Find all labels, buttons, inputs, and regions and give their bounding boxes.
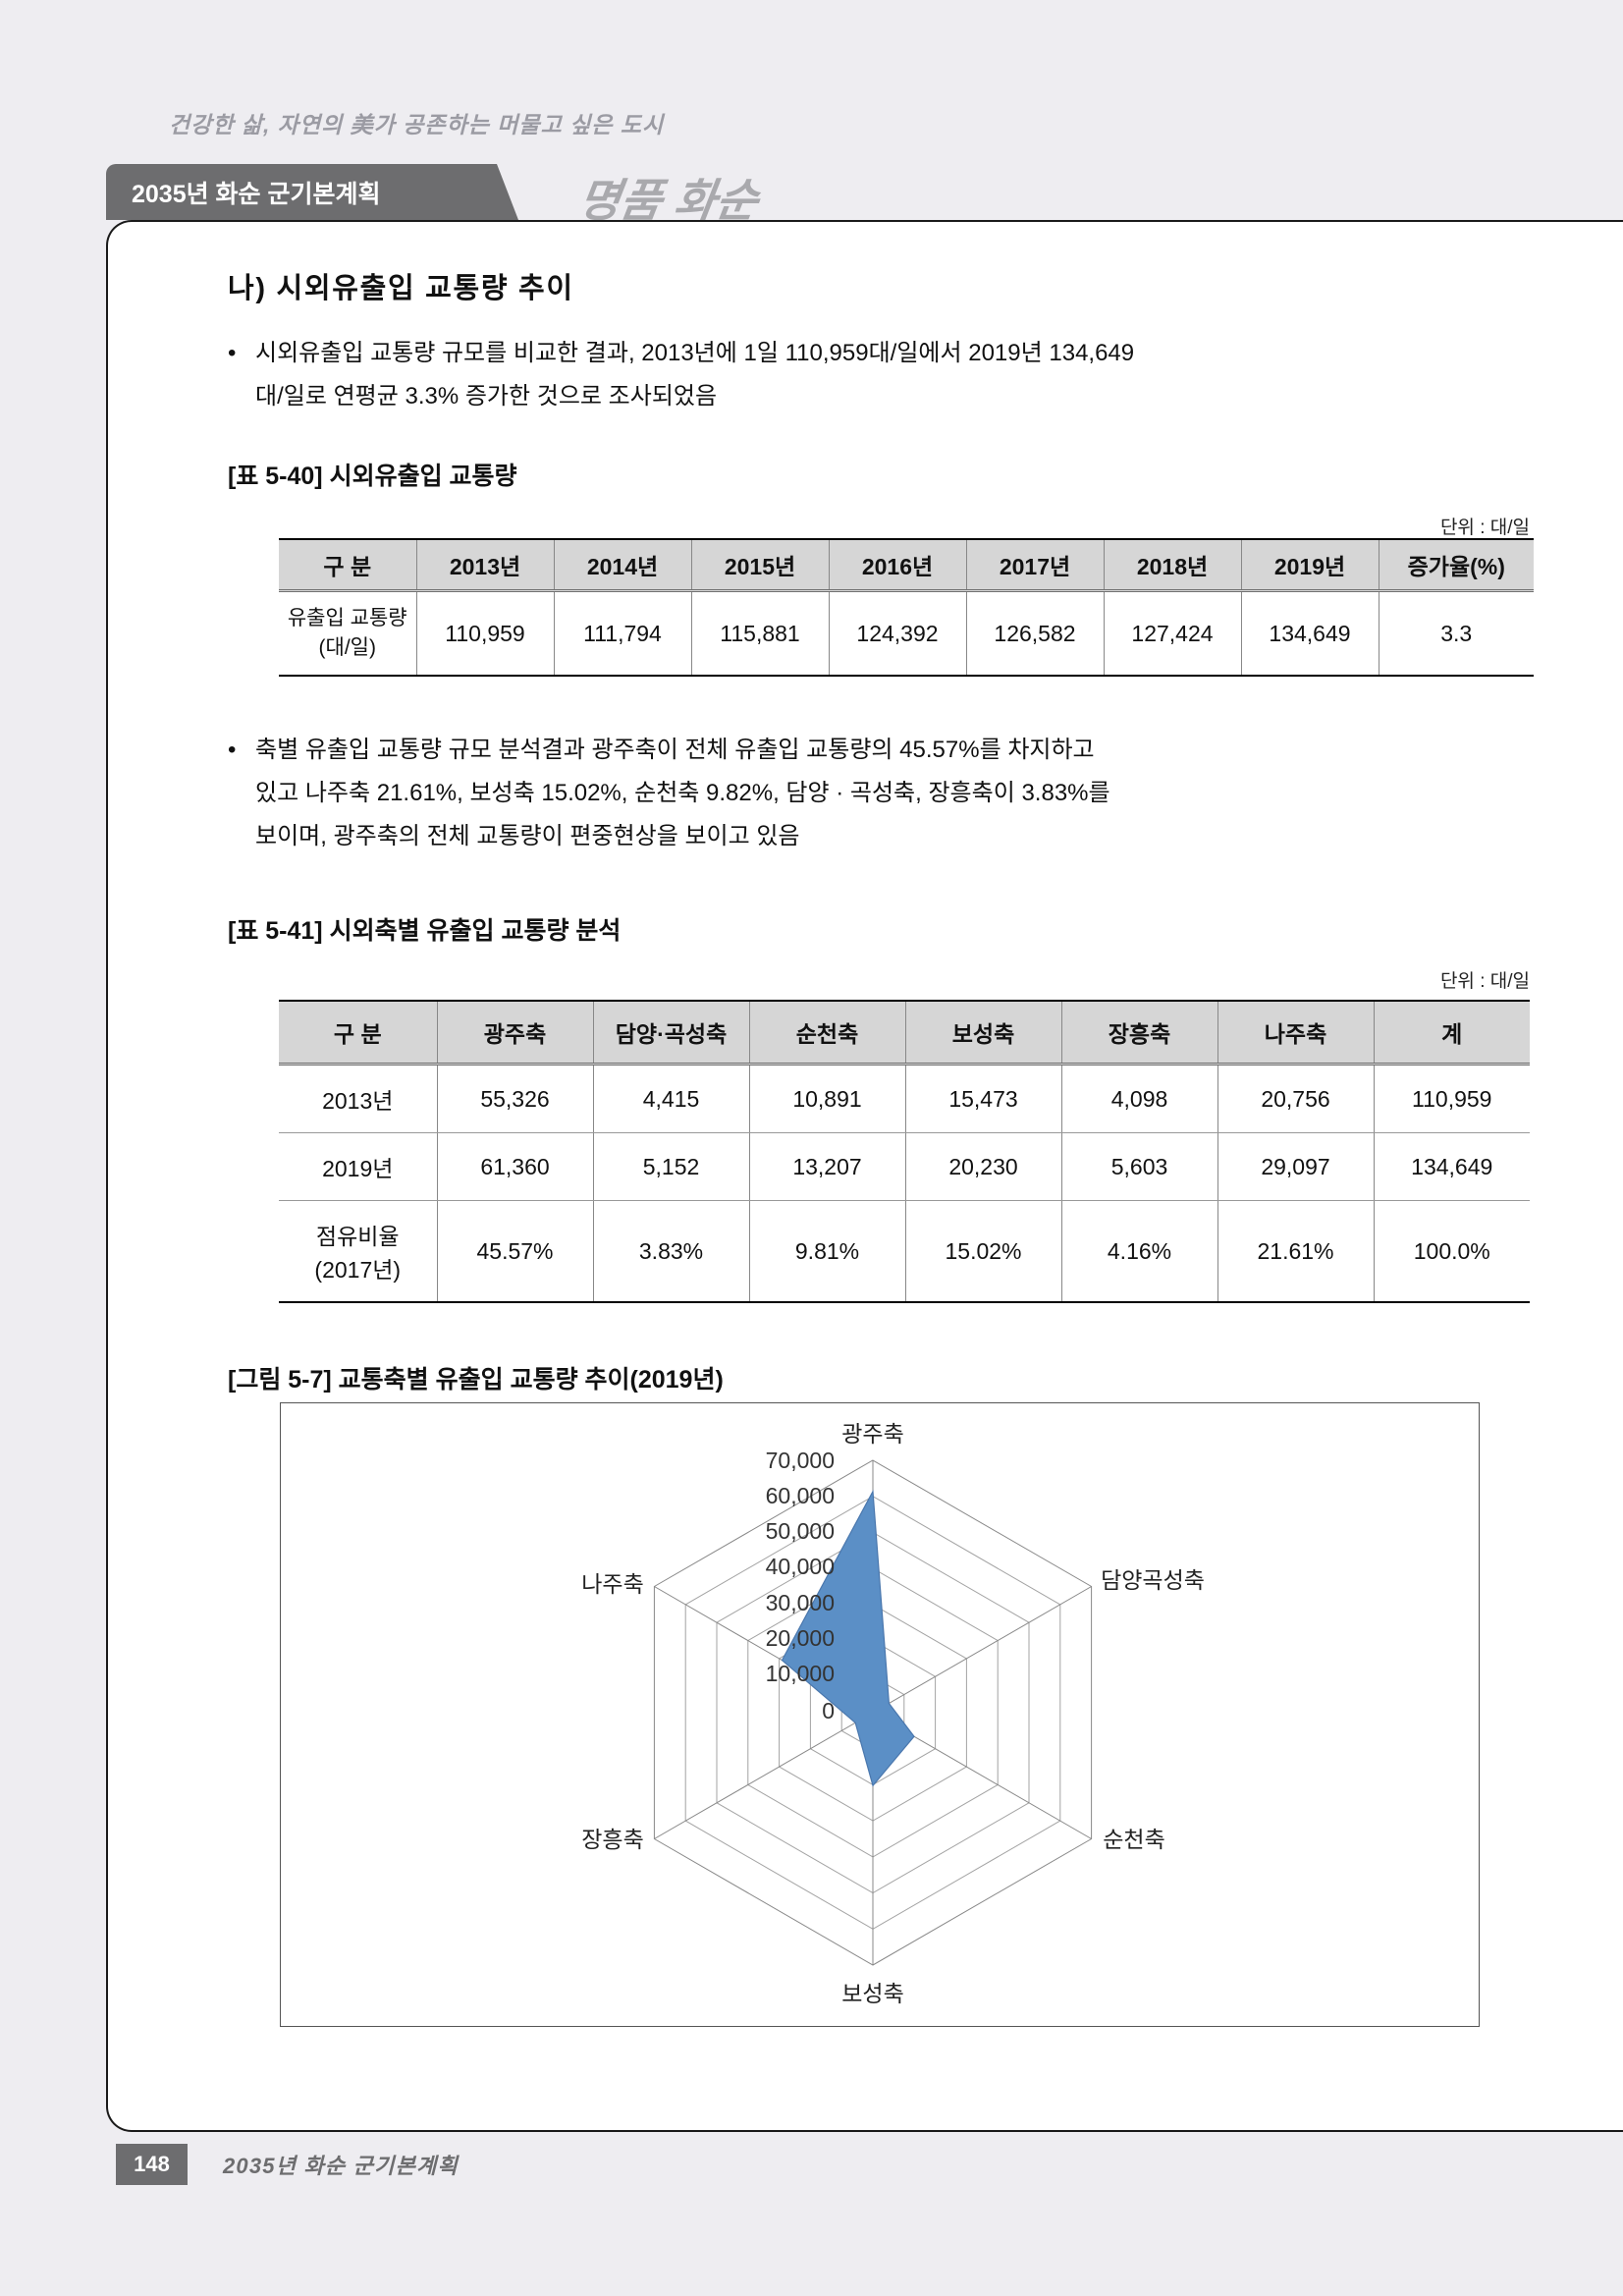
svg-text:50,000: 50,000 — [766, 1518, 835, 1544]
svg-text:20,000: 20,000 — [766, 1625, 835, 1651]
svg-text:장흥축: 장흥축 — [581, 1827, 643, 1852]
svg-text:광주축: 광주축 — [841, 1421, 903, 1447]
svg-text:순천축: 순천축 — [1103, 1827, 1164, 1852]
svg-text:30,000: 30,000 — [766, 1590, 835, 1615]
svg-text:70,000: 70,000 — [766, 1448, 835, 1473]
svg-text:10,000: 10,000 — [766, 1661, 835, 1686]
svg-text:보성축: 보성축 — [841, 1981, 903, 2006]
svg-text:0: 0 — [822, 1698, 835, 1723]
svg-text:담양곡성축: 담양곡성축 — [1101, 1567, 1205, 1593]
svg-text:60,000: 60,000 — [766, 1483, 835, 1508]
svg-text:40,000: 40,000 — [766, 1554, 835, 1579]
svg-text:나주축: 나주축 — [581, 1571, 643, 1597]
